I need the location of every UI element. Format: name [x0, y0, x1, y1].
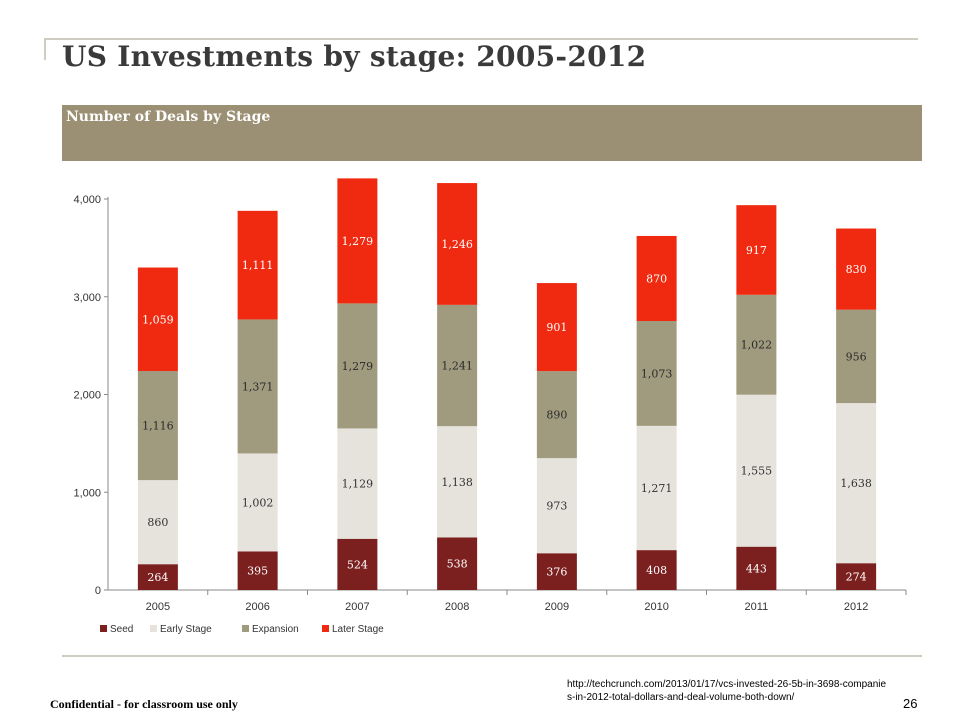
bar-later-stage-2011	[736, 205, 777, 295]
bar-value-label: 956	[846, 350, 867, 363]
x-tick-label: 2012	[844, 601, 868, 613]
y-tick-label: 3,000	[73, 292, 101, 304]
bar-later-stage-2008	[437, 183, 478, 305]
bar-value-label: 1,073	[641, 367, 673, 380]
bar-value-label: 870	[646, 272, 667, 285]
bar-expansion-2011	[736, 294, 777, 395]
bar-value-label: 376	[546, 566, 567, 579]
bar-value-label: 1,002	[242, 496, 274, 509]
bar-value-label: 1,279	[342, 235, 374, 248]
bar-value-label: 1,059	[142, 313, 174, 326]
slide-title: US Investments by stage: 2005-2012	[62, 40, 647, 73]
bar-value-label: 1,241	[441, 360, 473, 373]
bar-value-label: 973	[546, 500, 567, 513]
bottom-rule	[62, 655, 922, 657]
bar-value-label: 1,022	[741, 339, 773, 352]
bar-early-stage-2010	[636, 425, 677, 551]
legend-label: Later Stage	[332, 624, 384, 635]
left-rule	[44, 38, 46, 60]
bar-value-label: 860	[147, 516, 168, 529]
bar-value-label: 264	[147, 571, 168, 584]
bar-seed-2012	[836, 563, 877, 590]
bar-expansion-2005	[137, 371, 178, 481]
bar-later-stage-2009	[536, 283, 577, 372]
confidential-note: Confidential - for classroom use only	[50, 697, 238, 711]
legend-swatch	[150, 625, 157, 632]
bar-value-label: 538	[447, 558, 468, 571]
bar-seed-2010	[636, 550, 677, 590]
bar-seed-2006	[237, 551, 278, 590]
x-tick-label: 2010	[644, 601, 668, 613]
bar-later-stage-2005	[137, 267, 178, 372]
bar-early-stage-2006	[237, 453, 278, 552]
bar-early-stage-2011	[736, 394, 777, 547]
source-url: http://techcrunch.com/2013/01/17/vcs-inv…	[567, 679, 887, 703]
bar-later-stage-2010	[636, 235, 677, 321]
bar-value-label: 524	[347, 558, 368, 571]
x-tick-label: 2008	[445, 601, 469, 613]
bar-expansion-2009	[536, 371, 577, 459]
page-number: 26	[903, 696, 918, 711]
legend-swatch	[100, 625, 107, 632]
bar-seed-2008	[437, 537, 478, 590]
bar-value-label: 274	[846, 571, 867, 584]
bar-value-label: 443	[746, 562, 767, 575]
bar-value-label: 1,138	[441, 476, 473, 489]
bar-seed-2005	[137, 564, 178, 590]
chart-header-title: Number of Deals by Stage	[66, 109, 271, 125]
legend-swatch	[242, 625, 249, 632]
top-rule	[44, 38, 918, 40]
x-tick-label: 2009	[545, 601, 569, 613]
bar-early-stage-2008	[437, 426, 478, 538]
bar-value-label: 408	[646, 564, 667, 577]
bar-later-stage-2012	[836, 228, 877, 310]
bar-seed-2011	[736, 546, 777, 590]
bar-early-stage-2012	[836, 403, 877, 564]
bar-expansion-2006	[237, 319, 278, 454]
bar-seed-2007	[337, 538, 378, 590]
bar-value-label: 1,246	[441, 238, 473, 251]
bar-expansion-2007	[337, 303, 378, 429]
bar-value-label: 1,638	[840, 477, 872, 490]
y-tick-label: 2,000	[73, 390, 101, 402]
bar-value-label: 1,371	[242, 380, 274, 393]
y-tick-label: 4,000	[73, 194, 101, 206]
chart-header-band: Number of Deals by Stage	[62, 105, 922, 161]
legend-label: Expansion	[252, 624, 299, 635]
bar-value-label: 830	[846, 263, 867, 276]
x-tick-label: 2007	[345, 601, 369, 613]
bar-seed-2009	[536, 553, 577, 590]
legend-label: Early Stage	[160, 624, 212, 635]
x-tick-label: 2011	[745, 601, 769, 613]
bar-value-label: 1,555	[741, 465, 773, 478]
bar-value-label: 1,271	[641, 482, 673, 495]
bar-value-label: 1,279	[342, 360, 374, 373]
x-tick-label: 2006	[245, 601, 269, 613]
bar-value-label: 917	[746, 244, 767, 257]
y-tick-label: 1,000	[73, 487, 101, 499]
y-tick-label: 0	[95, 585, 101, 597]
x-tick-label: 2005	[146, 601, 170, 613]
bar-value-label: 890	[546, 409, 567, 422]
bar-value-label: 395	[247, 565, 268, 578]
bar-later-stage-2007	[337, 178, 378, 304]
bar-value-label: 901	[546, 321, 567, 334]
bar-value-label: 1,116	[142, 420, 174, 433]
bar-early-stage-2005	[137, 480, 178, 565]
legend-label: Seed	[110, 624, 133, 635]
bar-value-label: 1,129	[342, 478, 374, 491]
bar-early-stage-2009	[536, 458, 577, 554]
bar-expansion-2012	[836, 309, 877, 404]
bar-expansion-2008	[437, 304, 478, 427]
bar-later-stage-2006	[237, 210, 278, 320]
bar-value-label: 1,111	[242, 259, 274, 272]
bar-expansion-2010	[636, 320, 677, 426]
legend-swatch	[322, 625, 329, 632]
bar-early-stage-2007	[337, 428, 378, 539]
